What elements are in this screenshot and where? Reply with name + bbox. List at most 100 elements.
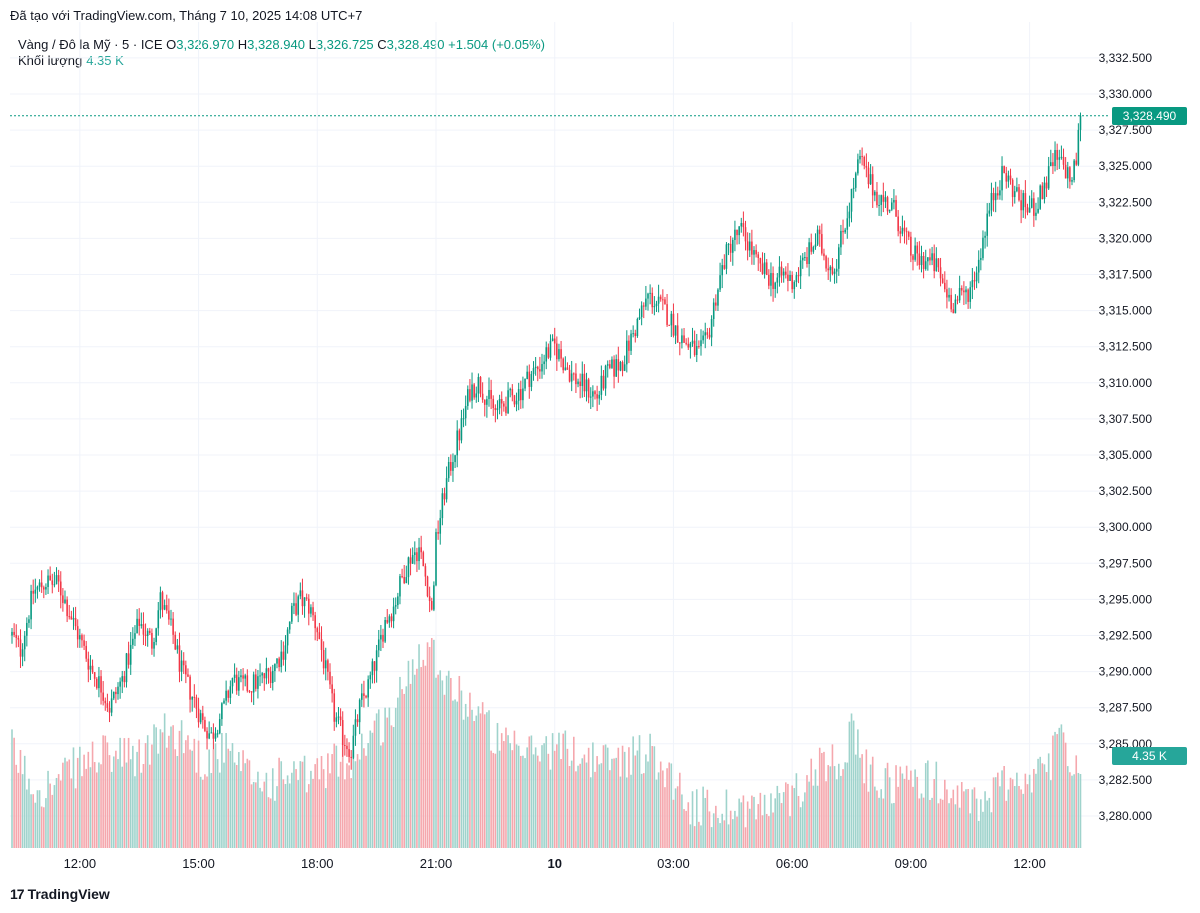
candle-body xyxy=(613,359,615,377)
candle-body xyxy=(630,333,632,351)
candle-body xyxy=(191,696,193,700)
volume-bar xyxy=(647,761,649,848)
candle-body xyxy=(420,547,422,553)
volume-bar xyxy=(615,757,617,848)
volume-bar xyxy=(1005,800,1008,848)
volume-bar xyxy=(505,727,507,848)
candle-body xyxy=(318,632,321,640)
y-tick-label: 3,322.500 xyxy=(1099,195,1153,209)
candle-body xyxy=(687,343,690,348)
volume-bar xyxy=(81,776,83,848)
candle-body xyxy=(74,618,77,627)
candle-body xyxy=(335,717,338,722)
candle-body xyxy=(238,677,240,691)
symbol-title[interactable]: Vàng / Đô la Mỹ · 5 · ICE xyxy=(18,37,163,52)
candle-body xyxy=(267,668,270,672)
candle-body xyxy=(350,756,352,758)
candle-body xyxy=(685,342,687,344)
time-axis[interactable]: 12:00 15:00 18:00 21:00 10 03:00 06:00 09:00 12:… xyxy=(64,856,1046,871)
volume-bar xyxy=(829,766,832,848)
candle-body xyxy=(1071,180,1073,182)
candle-body xyxy=(952,309,955,314)
volume-bar xyxy=(208,749,210,848)
volume-bar xyxy=(753,796,755,848)
candle-body xyxy=(322,649,325,669)
volume-bar xyxy=(399,676,401,848)
volume-bar xyxy=(729,810,732,848)
candle-body xyxy=(483,399,486,405)
candle-body xyxy=(280,651,283,668)
candle-body xyxy=(833,271,836,274)
candle-body xyxy=(187,674,189,677)
volume-bar xyxy=(543,743,545,848)
candle-body xyxy=(240,675,242,678)
candle-body xyxy=(494,407,497,411)
volume-bar xyxy=(176,756,179,848)
volume-bar xyxy=(40,806,43,848)
volume-bar xyxy=(1001,770,1003,848)
candle-body xyxy=(659,296,662,300)
volume-bar xyxy=(910,770,912,848)
volume-bar xyxy=(551,733,554,848)
volume-bar xyxy=(115,750,117,848)
volume-bar xyxy=(199,776,202,848)
volume-bar xyxy=(988,797,991,848)
volume-bar xyxy=(74,788,77,848)
candle-body xyxy=(121,676,124,682)
candle-body xyxy=(912,255,914,260)
candle-body xyxy=(905,231,908,233)
volume-bar xyxy=(503,741,505,848)
candle-body xyxy=(589,396,592,398)
candle-body xyxy=(445,478,448,500)
volume-bar xyxy=(1079,773,1082,848)
volume-bar xyxy=(331,754,333,848)
volume-bar xyxy=(878,797,880,848)
candle-body xyxy=(488,389,490,400)
candle-body xyxy=(738,226,740,236)
candle-body xyxy=(467,389,469,406)
volume-bar xyxy=(621,745,624,848)
candle-body xyxy=(575,373,577,385)
candle-body xyxy=(1028,207,1031,213)
volume-bar xyxy=(276,786,278,848)
volume-bar xyxy=(984,791,986,848)
volume-bar xyxy=(1052,735,1054,848)
volume-bar xyxy=(659,761,662,848)
volume-bar xyxy=(871,756,874,848)
volume-bar xyxy=(1064,742,1067,848)
volume-bar xyxy=(420,667,422,848)
volume-bar xyxy=(801,801,804,848)
candle-body xyxy=(736,229,738,236)
volume-bar xyxy=(291,772,293,848)
volume-bar xyxy=(1045,772,1048,848)
volume-bar xyxy=(106,742,109,848)
candle-body xyxy=(199,713,202,723)
candle-body xyxy=(390,616,393,622)
candle-body xyxy=(804,257,806,259)
volume-bar xyxy=(604,744,607,848)
candle-body xyxy=(795,275,798,283)
candle-body xyxy=(365,695,367,698)
volume-bar xyxy=(666,768,668,848)
tradingview-logo[interactable]: 17 TradingView xyxy=(10,886,110,902)
volume-bar xyxy=(1039,756,1041,848)
candle-body xyxy=(324,660,327,669)
price-axis[interactable]: 3,332.500 3,330.000 3,327.500 3,325.000 3,32… xyxy=(1099,51,1153,823)
tradingview-logo-icon: 17 xyxy=(10,886,25,902)
volume-bar xyxy=(30,794,32,848)
volume-bar xyxy=(1011,779,1014,848)
volume-bar xyxy=(598,764,601,848)
candle-body xyxy=(674,325,677,336)
volume-bar xyxy=(477,706,480,848)
x-tick-label: 09:00 xyxy=(895,856,928,871)
candle-body xyxy=(570,373,573,382)
candle-body xyxy=(361,693,363,700)
volume-bar xyxy=(352,750,355,848)
grid xyxy=(10,22,1100,848)
volume-bar xyxy=(407,660,410,848)
volume-bar xyxy=(681,794,683,848)
candle-body xyxy=(195,697,198,709)
candle-body xyxy=(1056,149,1058,160)
candle-body xyxy=(560,349,562,359)
